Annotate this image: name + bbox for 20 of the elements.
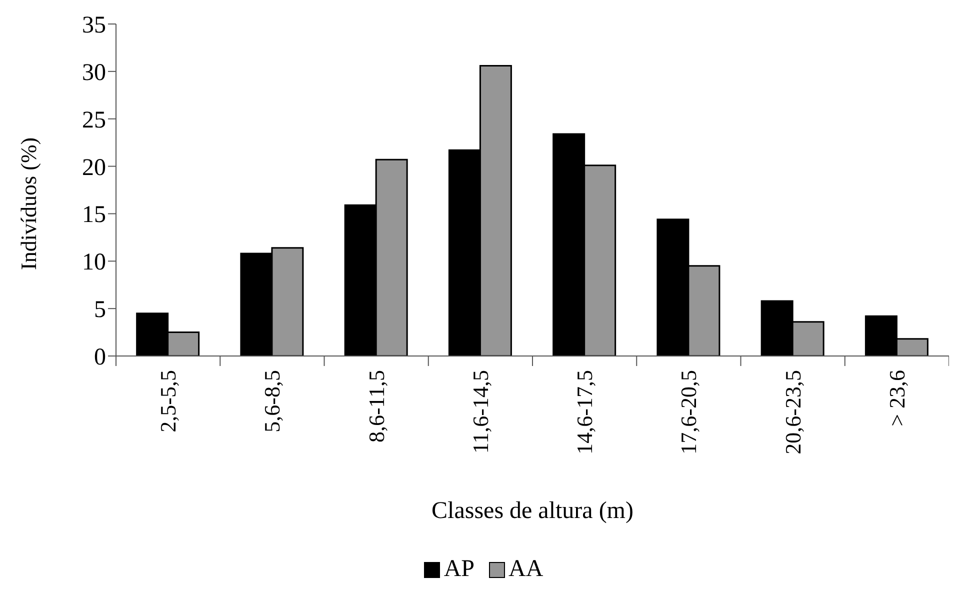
y-tick-label: 15 [82,202,106,228]
x-tick-label: > 23,6 [884,370,910,426]
y-tick-label: 20 [82,154,106,181]
x-tick-label: 8,6-11,5 [364,370,389,443]
x-tick-label: 2,5-5,5 [156,370,181,432]
x-tick-label: 5,6-8,5 [260,370,285,432]
x-tick-label: 14,6-17,5 [572,370,598,454]
x-tick-label: 17,6-20,5 [676,370,702,454]
x-tick-label: 20,6-23,5 [780,370,806,454]
y-tick-label: 30 [82,60,106,86]
y-tick-label: 5 [94,297,106,324]
y-tick-label: 10 [82,250,106,276]
y-axis-title: Indivíduos (%) [16,137,41,270]
y-tick-label: 0 [94,344,106,371]
y-tick-label: 35 [82,12,106,39]
x-tick-label: 11,6-14,5 [468,370,493,454]
y-tick-label: 25 [82,107,106,134]
x-axis-title: Classes de altura (m) [432,498,634,524]
legend-label: AA [508,556,544,583]
legend-label: AP [444,556,474,583]
